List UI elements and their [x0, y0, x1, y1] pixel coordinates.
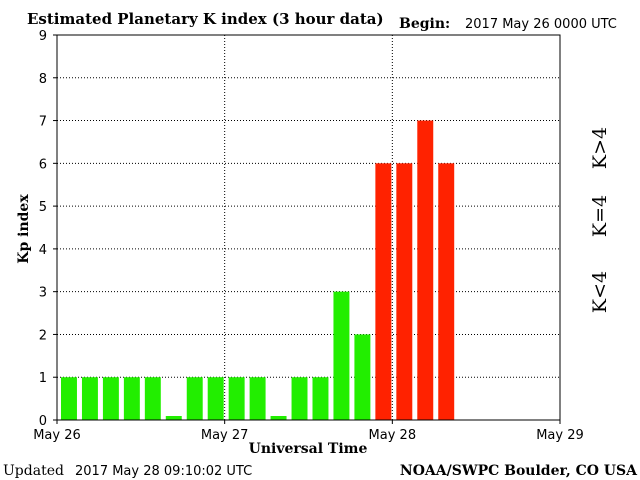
kp-bar: [291, 377, 308, 420]
kp-bar: [61, 377, 77, 420]
kp-bar: [165, 416, 182, 420]
y-tick-label: 6: [39, 157, 47, 172]
y-tick-label: 2: [39, 328, 47, 343]
legend-high: K>4: [589, 127, 611, 169]
x-axis-ticks: May 26 May 27 May 28 May 29: [33, 420, 584, 443]
source-credit: NOAA/SWPC Boulder, CO USA: [400, 463, 638, 479]
y-axis-ticks: 0 1 2 3 4 5 6 7 8 9: [39, 29, 57, 429]
kp-bar: [102, 377, 119, 420]
kp-bar: [417, 120, 434, 421]
kp-bar: [438, 163, 455, 421]
y-tick-label: 3: [39, 286, 47, 301]
kp-bar: [270, 416, 287, 420]
y-tick-label: 8: [39, 72, 47, 87]
kp-bar: [312, 377, 329, 420]
kp-bar: [333, 291, 350, 420]
kp-bar: [396, 163, 413, 421]
grid-lines: [57, 35, 560, 420]
x-tick-label: May 28: [369, 428, 417, 443]
kp-bar: [144, 377, 161, 420]
legend-equal: K=4: [589, 195, 611, 237]
kp-bar: [228, 377, 245, 420]
y-axis-label: Kp index: [16, 194, 32, 264]
y-tick-label: 4: [39, 243, 47, 258]
updated-value: 2017 May 28 09:10:02 UTC: [75, 464, 252, 479]
legend-low: K<4: [589, 271, 611, 313]
kp-bar: [186, 377, 203, 420]
y-tick-label: 7: [39, 115, 47, 130]
bars-group: [61, 120, 455, 421]
plot-frame: [56, 34, 561, 421]
x-tick-label: May 29: [536, 428, 584, 443]
chart-title: Estimated Planetary K index (3 hour data…: [27, 10, 384, 28]
kp-bar: [207, 377, 224, 420]
x-tick-label: May 26: [33, 428, 81, 443]
x-axis-label: Universal Time: [249, 441, 368, 457]
y-tick-label: 0: [39, 414, 47, 429]
begin-value: 2017 May 26 0000 UTC: [465, 17, 617, 32]
kp-bar: [249, 377, 266, 420]
x-tick-label: May 27: [201, 428, 249, 443]
kp-bar: [123, 377, 140, 420]
begin-label: Begin:: [399, 16, 450, 32]
kp-bar: [354, 334, 371, 420]
y-tick-label: 5: [39, 200, 47, 215]
updated-label: Updated: [3, 463, 64, 479]
y-tick-label: 1: [39, 371, 47, 386]
kp-bar: [81, 377, 98, 420]
y-tick-label: 9: [39, 29, 47, 44]
kp-bar: [375, 163, 392, 421]
